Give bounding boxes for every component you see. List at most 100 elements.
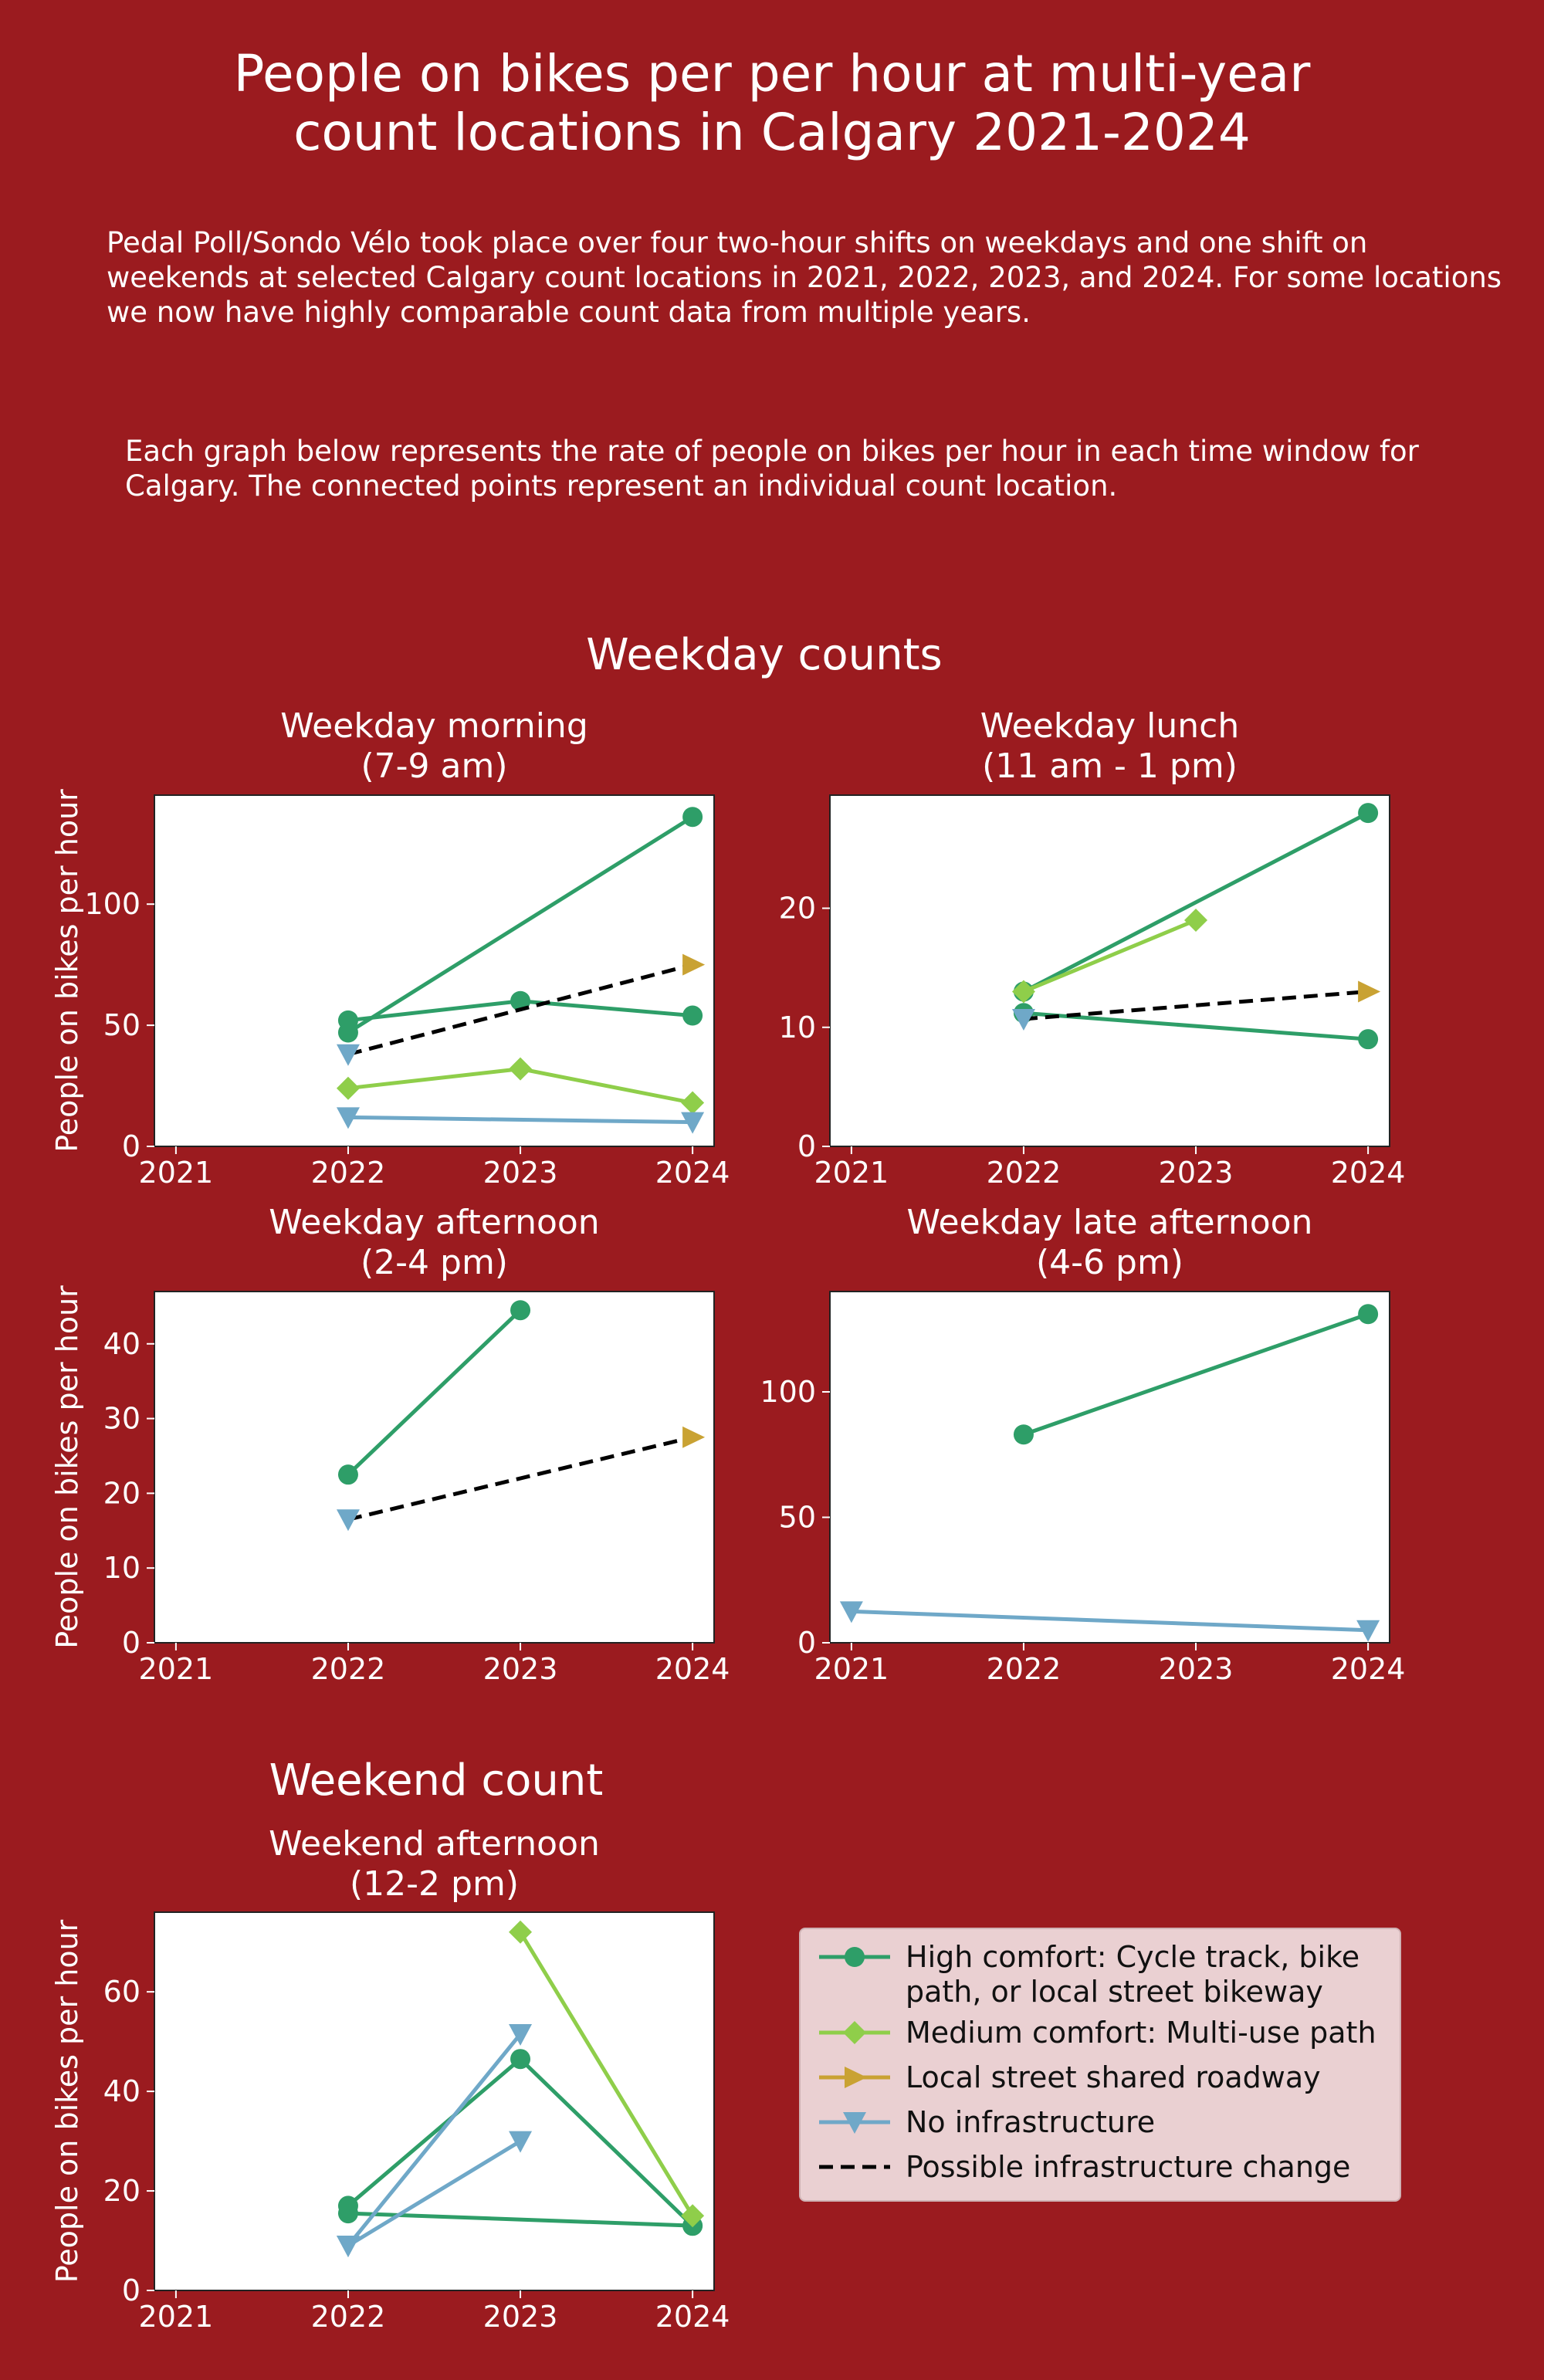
plot-area (154, 1911, 715, 2291)
legend-label: No infrastructure (906, 2105, 1156, 2139)
plot-area (829, 794, 1390, 1147)
data-point-high (682, 1005, 703, 1026)
y-tick-label: 0 (122, 2273, 141, 2307)
series-line-none (347, 2139, 522, 2248)
data-point-change (1358, 980, 1381, 1003)
y-tick-label: 0 (122, 1129, 141, 1163)
data-point-medium (681, 2204, 705, 2228)
chart-late: 2021 2022 2023 2024 0 50 100 (760, 1291, 1405, 1686)
legend-label: Medium comfort: Multi-use path (906, 2016, 1376, 2050)
series-line-none (347, 2033, 522, 2247)
data-point-change (682, 953, 706, 976)
chart-title-lunch: Weekday lunch (11 am - 1 pm) (980, 706, 1240, 786)
data-point-high (510, 990, 531, 1011)
data-point-high (337, 1464, 358, 1485)
x-tick-label: 2024 (655, 1156, 730, 1190)
plot-area (829, 1291, 1390, 1644)
chart-title-weekend: Weekend afternoon (12-2 pm) (269, 1824, 600, 1904)
explanation-paragraph: Each graph below represents the rate of … (125, 435, 1419, 503)
legend-swatch-high (819, 1947, 890, 1967)
x-tick-label: 2023 (483, 1652, 558, 1686)
y-tick-label: 20 (103, 1476, 141, 1510)
weekday-section-heading: Weekday counts (586, 630, 943, 680)
y-tick-label: 60 (103, 1975, 141, 2009)
data-point-none (1356, 1620, 1380, 1642)
series-line-none (851, 1609, 1369, 1633)
data-point-none (336, 2235, 360, 2257)
x-tick-label: 2024 (655, 1652, 730, 1686)
chart-weekend: 2021 2022 2023 2024 0 20 40 60 People on bikes p… (50, 1911, 730, 2334)
x-tick-label: 2021 (139, 1156, 214, 1190)
page-title: People on bikes per per hour at multi-ye… (233, 44, 1311, 162)
y-tick-label: 10 (779, 1011, 816, 1044)
x-tick-label: 2024 (1331, 1652, 1406, 1686)
series-line-change (347, 1435, 693, 1522)
series-line-medium (518, 1931, 695, 2217)
chart-afternoon: 2021 2022 2023 2024 0 10 20 30 40 People on bikes… (50, 1285, 730, 1686)
series-line-high (347, 1308, 522, 1476)
intro-paragraph: Pedal Poll/Sondo Vélo took place over fo… (107, 226, 1502, 329)
data-point-high (510, 2049, 531, 2070)
y-tick-label: 0 (122, 1626, 141, 1660)
y-tick-label: 50 (779, 1501, 816, 1535)
x-tick-label: 2022 (987, 1156, 1062, 1190)
legend-marker-high (845, 1947, 865, 1967)
legend-label: Local street shared roadway (906, 2060, 1321, 2094)
y-tick-label: 20 (779, 892, 816, 926)
chart-title-morning: Weekday morning (7-9 am) (280, 706, 588, 786)
legend-label: Possible infrastructure change (906, 2150, 1351, 2184)
legend-swatch-medium (819, 2021, 890, 2044)
x-tick-label: 2023 (483, 2300, 558, 2334)
data-point-none (336, 1107, 360, 1129)
data-point-none (509, 2131, 533, 2153)
plot-area (154, 1291, 715, 1644)
data-point-medium (509, 1920, 533, 1944)
data-point-change (336, 1509, 360, 1532)
y-tick-label: 20 (103, 2174, 141, 2208)
legend-label: High comfort: Cycle track, bike path, or… (906, 1940, 1360, 2009)
y-tick-label: 0 (797, 1626, 816, 1660)
series-line-none (347, 1115, 693, 1125)
y-axis-label: People on bikes per hour (50, 1919, 84, 2283)
legend-marker-local (845, 2067, 867, 2088)
data-point-change (682, 1426, 706, 1448)
y-tick-label: 50 (103, 1008, 141, 1042)
y-tick-label: 0 (797, 1129, 816, 1163)
x-tick-label: 2023 (1159, 1652, 1234, 1686)
plot-area (154, 794, 715, 1147)
data-point-none (509, 2023, 533, 2046)
data-point-high (1358, 1029, 1379, 1050)
x-tick-label: 2024 (1331, 1156, 1406, 1190)
series-line-high (347, 2211, 693, 2228)
x-tick-label: 2022 (311, 2300, 386, 2334)
data-point-change (336, 1044, 360, 1066)
x-tick-label: 2024 (655, 2300, 730, 2334)
data-point-high (682, 807, 703, 828)
data-point-medium (509, 1057, 533, 1081)
y-axis-label: People on bikes per hour (50, 1285, 84, 1649)
legend-swatch-local (819, 2067, 890, 2088)
x-tick-label: 2022 (311, 1156, 386, 1190)
legend-marker-none (843, 2112, 866, 2134)
legend-swatch-change (819, 2165, 890, 2169)
data-point-none (839, 1601, 863, 1623)
chart-title-afternoon: Weekday afternoon (2-4 pm) (269, 1203, 600, 1282)
chart-lunch: 2021 2022 2023 2024 0 10 20 (779, 794, 1405, 1190)
data-point-medium (681, 1091, 705, 1115)
data-point-change (1011, 1008, 1035, 1031)
series-line-change (1023, 989, 1369, 1021)
data-point-medium (336, 1076, 360, 1100)
y-tick-label: 40 (103, 1327, 141, 1361)
series-line-high (347, 815, 694, 1034)
series-line-high (1023, 1011, 1369, 1041)
series-line-medium (1023, 918, 1197, 994)
y-axis-label: People on bikes per hour (50, 789, 84, 1153)
data-point-high (1358, 803, 1379, 824)
data-point-medium (1184, 908, 1208, 932)
x-tick-label: 2022 (311, 1652, 386, 1686)
data-point-none (681, 1112, 705, 1134)
data-point-high (337, 2203, 358, 2224)
x-tick-label: 2021 (139, 2300, 214, 2334)
data-point-high (1358, 1304, 1379, 1325)
